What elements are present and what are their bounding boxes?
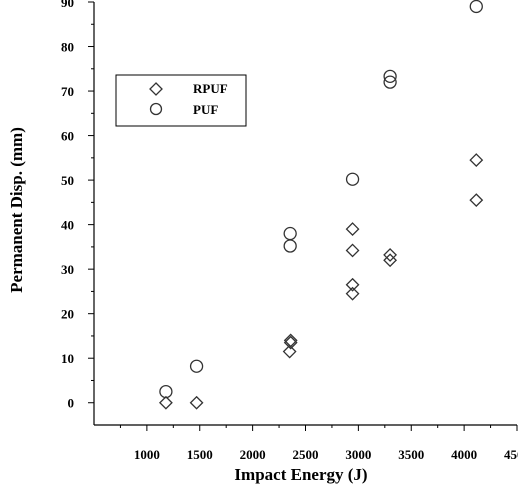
y-tick-label: 0 [68,396,75,411]
y-tick-label: 30 [61,262,74,277]
x-tick-label: 4500 [504,447,518,462]
data-point-rpuf [469,153,484,167]
data-point-rpuf [469,193,484,208]
x-tick-label: 2500 [293,447,319,462]
x-tick-label: 3500 [398,447,424,462]
y-tick-label: 60 [61,129,74,144]
x-tick-label: 1500 [187,447,213,462]
data-point-puf [383,75,397,89]
legend-box [115,74,247,127]
y-axis-ticks: 0 10 20 30 40 50 60 70 80 90 [61,0,94,411]
data-point-puf [283,226,297,241]
data-point-rpuf [345,222,360,237]
data-point-puf [469,0,483,14]
axes [93,2,517,426]
data-point-rpuf [345,277,360,292]
data-point-puf [345,172,360,186]
data-point-rpuf [383,253,398,268]
data-point-rpuf [283,335,298,350]
legend-puf-label: PUF [193,102,218,117]
y-tick-label: 90 [61,0,74,10]
legend-puf-marker [149,102,163,116]
y-tick-label: 80 [61,40,74,55]
x-tick-label: 4000 [451,447,477,462]
data-point-puf [159,384,173,399]
y-tick-label: 10 [61,351,74,366]
legend: RPUF PUF [115,74,247,127]
x-axis-title: Impact Energy (J) [234,465,367,484]
data-point-puf [283,239,297,253]
x-axis-ticks: 1000 1500 2000 2500 3000 3500 4000 4500 [119,425,518,462]
data-point-rpuf [282,344,297,359]
y-tick-label: 70 [61,84,74,99]
data-point-rpuf [345,286,360,301]
data-point-puf [383,69,397,84]
legend-rpuf-marker [149,82,163,96]
x-tick-label: 1000 [134,447,160,462]
x-tick-label: 2000 [240,447,266,462]
data-point-rpuf [345,243,360,258]
legend-rpuf-label: RPUF [193,81,228,96]
data-point-rpuf [158,395,173,410]
y-axis-title: Permanent Disp. (mm) [7,127,26,293]
y-tick-label: 50 [61,173,74,188]
data-points [158,0,484,410]
x-tick-label: 3000 [345,447,371,462]
data-point-puf [189,359,204,373]
y-tick-label: 40 [61,218,74,233]
data-point-rpuf [189,395,204,410]
data-point-rpuf [383,247,398,262]
y-tick-label: 20 [61,307,74,322]
